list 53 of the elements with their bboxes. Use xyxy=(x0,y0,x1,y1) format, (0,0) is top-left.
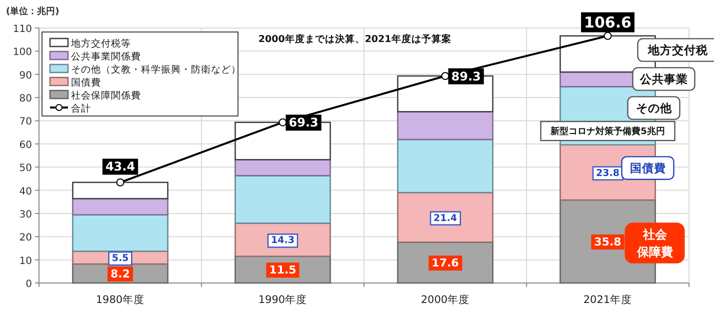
legend-label: その他（文教・科学振興・防衛など） xyxy=(71,64,241,76)
legend-label: 地方交付税等 xyxy=(70,38,131,50)
data-label: 11.5 xyxy=(269,264,296,277)
data-label: 23.8 xyxy=(596,168,620,179)
legend-label: 合計 xyxy=(71,102,91,114)
annotation: 国債費 xyxy=(630,161,666,176)
y-tick-label: 100 xyxy=(12,47,32,58)
x-tick-label: 2021年度 xyxy=(583,293,632,306)
annotation: 新型コロナ対策予備費5兆円 xyxy=(550,126,665,138)
annotation: 公共事業 xyxy=(638,72,688,86)
bar xyxy=(397,138,494,194)
point xyxy=(441,72,450,80)
y-tick-label: 30 xyxy=(19,209,32,220)
y-axis-title: (単位：兆円) xyxy=(6,6,60,17)
y-tick-label: 20 xyxy=(19,232,32,244)
legend-label: 公共事業関係費 xyxy=(71,50,141,62)
annotation: 2000年度までは決算、2021年度は予算案 xyxy=(258,33,452,45)
x-tick-label: 1990年度 xyxy=(258,293,308,306)
y-tick-label: 90 xyxy=(19,70,32,82)
data-label: 89.3 xyxy=(451,69,481,84)
data-label: 69.3 xyxy=(288,116,318,130)
data-label: 35.8 xyxy=(594,235,622,248)
y-tick-label: 60 xyxy=(19,140,32,151)
legend-label: 社会保障関係費 xyxy=(71,90,141,102)
bar xyxy=(234,175,331,224)
data-label: 8.2 xyxy=(110,267,130,280)
point xyxy=(604,32,612,40)
data-label: 14.3 xyxy=(271,235,294,246)
point xyxy=(278,118,287,126)
bar xyxy=(397,192,494,243)
bar xyxy=(72,198,168,216)
data-label: 5.5 xyxy=(112,253,129,264)
x-tick-label: 2000年度 xyxy=(420,293,470,306)
y-tick-label: 80 xyxy=(19,94,32,105)
y-tick-label: 40 xyxy=(19,186,32,198)
data-label: 21.4 xyxy=(434,212,458,224)
data-label: 17.6 xyxy=(432,256,460,270)
y-tick-label: 70 xyxy=(19,116,32,128)
annotation: 社会保障費 xyxy=(636,228,673,260)
bar xyxy=(72,214,168,252)
point xyxy=(116,178,124,186)
data-label: 43.4 xyxy=(105,160,136,174)
y-tick-label: 110 xyxy=(12,24,32,35)
bar xyxy=(234,159,331,176)
legend-label: 国債費 xyxy=(71,76,101,88)
bar xyxy=(397,111,494,140)
data-label: 106.6 xyxy=(584,13,632,32)
annotation: 地方交付税 xyxy=(646,43,709,58)
y-tick-label: 0 xyxy=(26,279,32,290)
y-tick-label: 50 xyxy=(19,163,32,174)
x-tick-label: 1980年度 xyxy=(96,293,145,306)
annotation: その他 xyxy=(636,101,673,116)
y-tick-label: 10 xyxy=(19,256,32,267)
